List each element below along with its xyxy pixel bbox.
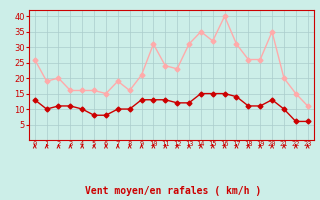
Text: Vent moyen/en rafales ( km/h ): Vent moyen/en rafales ( km/h ) <box>85 186 261 196</box>
